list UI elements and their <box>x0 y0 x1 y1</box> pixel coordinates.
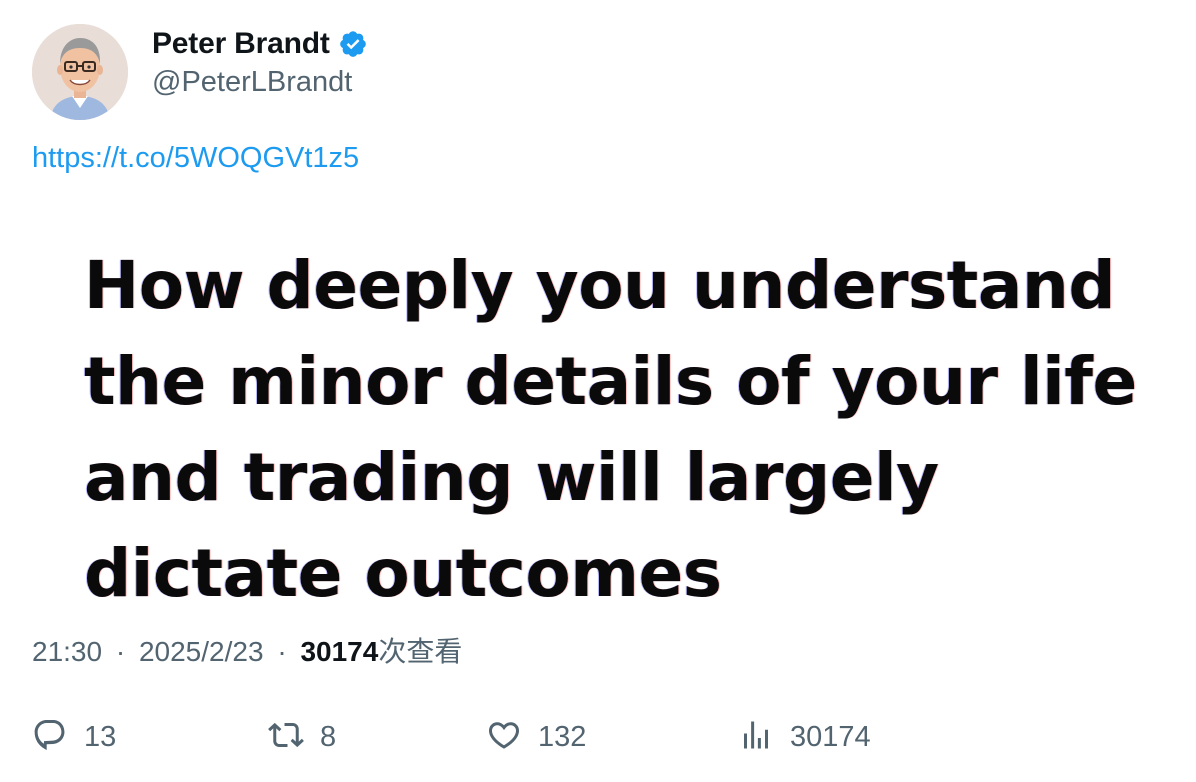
retweet-icon <box>268 717 304 758</box>
meta-separator: · <box>115 636 126 667</box>
views-count[interactable]: 30174 <box>300 636 379 667</box>
reply-button[interactable]: 13 <box>32 714 116 760</box>
image-text-line: the minor details of your life <box>84 343 1137 420</box>
name-row: Peter Brandt <box>152 26 368 62</box>
like-button[interactable]: 132 <box>486 714 586 760</box>
retweet-count: 8 <box>320 720 337 753</box>
avatar-illustration <box>32 24 128 120</box>
views-label: 次查看 <box>378 636 463 667</box>
verified-badge-icon[interactable] <box>338 29 368 59</box>
reply-icon <box>32 717 68 758</box>
display-name[interactable]: Peter Brandt <box>152 27 330 60</box>
avatar[interactable] <box>32 24 128 120</box>
user-handle[interactable]: @PeterLBrandt <box>152 66 353 98</box>
meta-separator: · <box>277 636 287 667</box>
heart-icon <box>486 717 522 758</box>
action-bar: 13 8 132 30174 <box>32 714 1152 760</box>
tweet-header: Peter Brandt @PeterLBrandt <box>32 24 368 120</box>
image-text-line: dictate outcomes <box>84 535 722 612</box>
views-action-count: 30174 <box>790 720 871 753</box>
image-text-line: and trading will largely <box>84 439 939 516</box>
tweet-image[interactable]: How deeply you understand the minor deta… <box>84 238 1144 622</box>
user-info: Peter Brandt @PeterLBrandt <box>152 26 368 99</box>
tweet-link[interactable]: https://t.co/5WOQGVt1z5 <box>32 142 360 174</box>
tweet-meta: 21:30 · 2025/2/23 · 30174次查看 <box>32 630 462 670</box>
views-button[interactable]: 30174 <box>738 714 871 760</box>
retweet-button[interactable]: 8 <box>268 714 336 760</box>
like-count: 132 <box>538 720 587 753</box>
reply-count: 13 <box>84 720 117 753</box>
tweet-date[interactable]: 2025/2/23 <box>138 636 264 667</box>
tweet-time[interactable]: 21:30 <box>32 636 103 667</box>
image-text-line: How deeply you understand <box>84 247 1116 324</box>
analytics-icon <box>738 717 774 758</box>
